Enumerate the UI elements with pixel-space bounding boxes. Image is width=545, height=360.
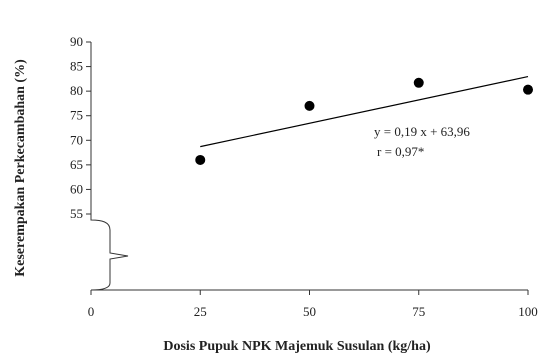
trendline bbox=[200, 76, 529, 148]
y-tick-label: 85 bbox=[70, 59, 83, 74]
x-tick-label: 100 bbox=[518, 304, 538, 319]
axes bbox=[90, 42, 528, 291]
x-tick-label: 75 bbox=[412, 304, 425, 319]
y-tick-label: 65 bbox=[70, 157, 83, 172]
y-axis-title: Keserempakan Perkecambahan (%) bbox=[13, 59, 28, 277]
y-tick-label: 75 bbox=[70, 108, 83, 123]
y-tick-label: 70 bbox=[70, 132, 83, 147]
data-points bbox=[195, 77, 533, 165]
data-point bbox=[523, 84, 533, 95]
data-point bbox=[304, 100, 315, 111]
y-tick-label: 80 bbox=[70, 83, 83, 98]
data-point bbox=[195, 154, 206, 165]
y-axis-line-with-break bbox=[90, 42, 129, 291]
y-tick-label: 55 bbox=[70, 206, 83, 221]
y-tick-label: 90 bbox=[70, 34, 83, 49]
x-tick-label: 0 bbox=[88, 304, 95, 319]
data-point bbox=[413, 77, 424, 88]
x-tick-label: 50 bbox=[303, 304, 316, 319]
correlation-value: r = 0,97* bbox=[377, 144, 424, 159]
x-tick-label: 25 bbox=[194, 304, 207, 319]
x-axis-ticks: 0 25 50 75 100 bbox=[88, 290, 538, 319]
x-axis-title: Dosis Pupuk NPK Majemuk Susulan (kg/ha) bbox=[163, 339, 431, 354]
y-tick-label: 60 bbox=[70, 181, 83, 196]
regression-equation: y = 0,19 x + 63,96 bbox=[374, 124, 470, 139]
y-axis-ticks: 55 60 65 70 75 80 85 90 bbox=[70, 34, 91, 221]
